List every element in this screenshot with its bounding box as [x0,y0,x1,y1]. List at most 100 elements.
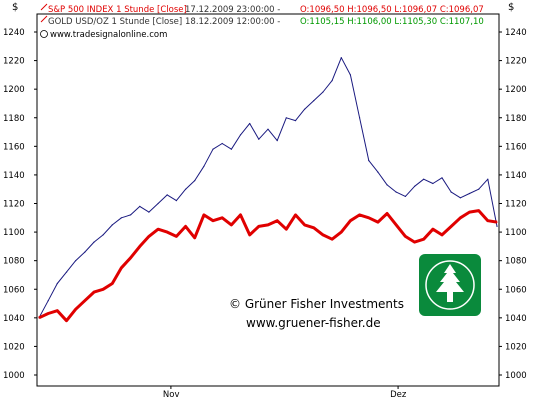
data-point-sp500 [185,188,187,190]
data-point-gold [267,224,269,226]
data-point-sp500 [157,202,159,205]
y-tick-label-left: 1140 [3,171,25,181]
y-tick-label-left: 1120 [3,200,25,210]
data-point-sp500 [468,192,471,195]
data-point-sp500 [212,148,214,150]
y-tick-label-right: 1060 [505,285,527,295]
data-point-gold [276,220,278,222]
data-point-gold [212,220,214,222]
data-point-sp500 [267,128,269,130]
legend-gold-name: GOLD USD/OZ 1 Stunde [Close] [48,17,182,27]
y-tick-label-right: 1000 [505,371,527,381]
data-point-gold [340,231,342,233]
data-point-sp500 [340,57,342,59]
data-point-sp500 [166,194,168,196]
tree-logo-icon [419,254,481,316]
data-point-sp500 [230,148,232,150]
y-tick-label-left: 1060 [3,285,25,295]
copyright-icon [40,30,48,38]
data-point-gold [322,234,324,236]
data-point-sp500 [359,117,361,119]
data-point-gold [230,224,232,226]
data-point-gold [349,220,351,222]
data-point-gold [249,234,251,236]
legend-check-icon [40,15,48,23]
legend-gold-detail: 18.12.2009 12:00:00 - [185,17,280,27]
y-tick-label-right: 1080 [505,257,527,267]
data-point-sp500 [304,108,306,110]
data-point-sp500 [239,134,242,136]
data-point-sp500 [459,197,461,199]
data-point-gold [166,231,168,233]
data-point-sp500 [258,138,260,140]
watermark-line1: © Grüner Fisher Investments [229,297,404,311]
y-tick-label-right: 1160 [505,142,527,152]
source-note-text: www.tradesignalonline.com [50,30,167,40]
data-point-gold [368,217,370,219]
y-tick-label-left: 1080 [3,257,25,267]
data-point-sp500 [84,251,86,253]
data-point-gold [459,217,461,219]
data-point-sp500 [496,225,498,227]
data-point-gold [294,214,297,216]
data-point-gold [120,267,122,269]
legend-gold-values: O:1105,15 H:1106,00 L:1105,30 C:1107,10 [300,17,484,27]
legend-item-gold: GOLD USD/OZ 1 Stunde [Close] 18.12.2009 … [40,15,484,27]
data-point-gold [304,224,306,226]
data-point-sp500 [203,165,205,167]
y-tick-label-right: 1100 [505,228,527,238]
y-tick-label-left: 1020 [3,342,25,352]
data-point-sp500 [404,195,406,197]
data-point-gold [47,312,49,315]
data-point-sp500 [56,282,58,285]
data-point-gold [386,212,388,215]
data-point-gold [102,288,104,290]
data-point-gold [84,300,86,302]
legend-sp500-values: O:1096,50 H:1096,50 L:1096,07 C:1096,07 [300,5,484,15]
data-point-gold [203,214,205,216]
y-tick-label-left: 1180 [3,114,25,124]
watermark: © Grüner Fisher Investments www.gruener-… [229,297,404,330]
data-point-sp500 [432,182,434,185]
data-point-sp500 [386,184,388,186]
data-point-sp500 [148,211,150,213]
legend: S&P 500 INDEX 1 Stunde [Close] 17.12.200… [40,3,484,40]
y-tick-label-left: 1000 [3,371,25,381]
y-tick-label-right: 1120 [505,200,527,210]
data-point-gold [185,225,187,227]
y-tick-label-right: 1140 [505,171,527,181]
data-point-gold [432,228,434,230]
data-point-sp500 [313,100,315,102]
data-point-gold [157,228,159,230]
data-point-gold [148,235,150,237]
data-point-sp500 [120,217,122,219]
data-point-sp500 [478,188,480,190]
data-point-gold [359,214,361,216]
data-point-gold [377,221,379,223]
data-point-gold [65,320,68,322]
data-point-gold [239,214,242,216]
x-axis: Nov Dez [163,386,407,400]
data-point-gold [194,237,196,239]
data-point-gold [285,228,287,230]
data-point-gold [56,310,58,312]
data-point-sp500 [423,178,425,180]
data-point-gold [404,235,406,237]
watermark-line2: www.gruener-fisher.de [246,316,381,330]
data-point-sp500 [349,74,351,76]
legend-sp500-detail: 17.12.2009 23:00:00 - [185,5,280,15]
legend-sp500-name: S&P 500 INDEX 1 Stunde [Close] [48,5,187,15]
series-layer [38,57,498,323]
data-point-sp500 [221,142,223,145]
data-point-sp500 [294,120,297,122]
data-point-sp500 [322,91,324,93]
data-point-gold [450,225,452,227]
data-point-sp500 [285,117,287,119]
data-point-gold [175,235,177,237]
data-point-gold [496,221,498,223]
legend-check-icon [40,3,48,11]
y-tick-label-left: 1040 [3,314,25,324]
data-point-gold [139,245,141,247]
y-tick-label-left: 1220 [3,57,25,67]
y-axis-left: 1000 1020 1040 1060 1080 1100 1120 1140 1160 1180… [3,28,37,381]
